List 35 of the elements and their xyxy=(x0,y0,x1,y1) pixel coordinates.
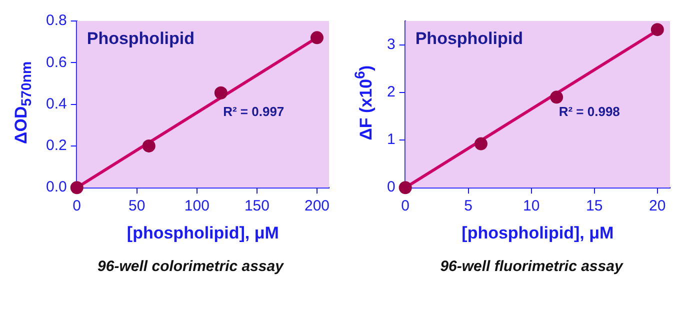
text: 96-well colorimetric assay xyxy=(96,258,285,275)
x-tick-label: 5 xyxy=(464,198,473,215)
annotation: R² = 0.998 xyxy=(558,104,620,120)
y-tick-label: 1 xyxy=(387,131,396,148)
y-tick-label: 0 xyxy=(387,178,396,196)
x-tick-label: 0 xyxy=(401,198,410,215)
x-tick-label: 200 xyxy=(304,198,330,215)
point xyxy=(70,181,84,194)
point xyxy=(474,137,488,150)
text: Phospholipid xyxy=(415,29,523,48)
text: Phospholipid xyxy=(86,29,195,48)
y-tick-label: 0.0 xyxy=(46,178,67,196)
x-tick-label: 15 xyxy=(586,198,603,215)
y-tick-label: 0.4 xyxy=(46,95,67,112)
x-tick-label: 10 xyxy=(523,198,540,215)
point xyxy=(214,86,228,100)
point xyxy=(398,181,412,194)
x-tick-label: 0 xyxy=(72,198,82,215)
x-axis-title: [phospholipid], μM xyxy=(462,223,614,242)
x-tick-label: 150 xyxy=(244,198,270,215)
y-tick-label: 0.2 xyxy=(46,137,67,154)
point xyxy=(310,31,324,44)
point xyxy=(650,23,664,36)
x-tick-label: 20 xyxy=(649,198,666,215)
y-tick-label: 2 xyxy=(387,84,396,101)
y-tick-label: 3 xyxy=(387,36,396,53)
text: 96-well fluorimetric assay xyxy=(439,258,624,275)
point xyxy=(550,90,564,104)
y-tick-label: 0.6 xyxy=(46,54,67,71)
point xyxy=(142,139,156,152)
x-axis-title: [phospholipid], μM xyxy=(126,223,279,242)
annotation: R² = 0.997 xyxy=(223,104,284,120)
x-tick-label: 100 xyxy=(184,198,210,215)
x-tick-label: 50 xyxy=(128,198,146,215)
y-tick-label: 0.8 xyxy=(46,12,67,30)
